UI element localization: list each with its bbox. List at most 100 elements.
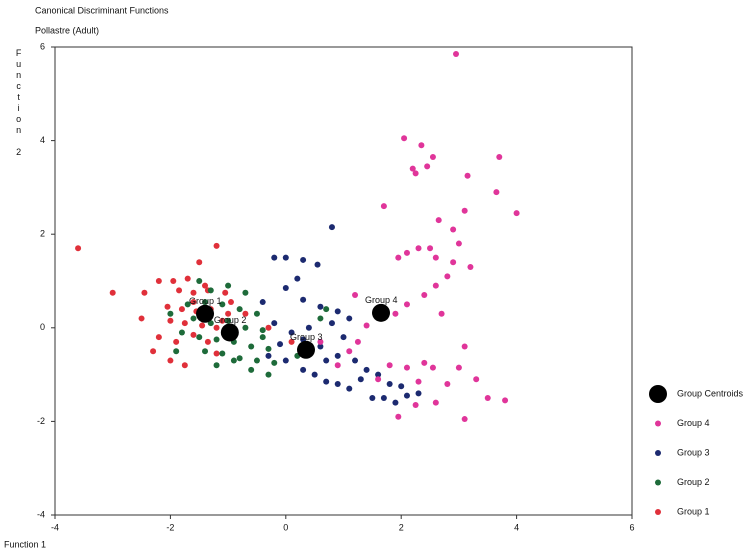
point <box>314 261 321 268</box>
point <box>323 378 330 385</box>
point <box>409 165 416 172</box>
point <box>265 345 272 352</box>
point <box>173 338 180 345</box>
point <box>213 324 220 331</box>
x-tick-label: 4 <box>514 522 519 532</box>
point <box>242 324 249 331</box>
point <box>395 413 402 420</box>
point <box>455 240 462 247</box>
point <box>334 352 341 359</box>
point <box>346 348 353 355</box>
point <box>164 303 171 310</box>
point <box>288 338 295 345</box>
point <box>219 317 226 324</box>
point <box>450 259 457 266</box>
x-tick-label: 0 <box>283 522 288 532</box>
point <box>450 226 457 233</box>
point <box>155 334 162 341</box>
point <box>429 153 436 160</box>
point <box>323 306 330 313</box>
point <box>461 416 468 423</box>
point <box>236 355 243 362</box>
point <box>340 334 347 341</box>
point-label: Group 4 <box>365 295 398 305</box>
point <box>181 320 188 327</box>
point <box>317 343 324 350</box>
point <box>395 254 402 261</box>
point <box>346 385 353 392</box>
point <box>220 323 239 342</box>
point-label: Group 1 <box>189 296 222 306</box>
point <box>328 224 335 231</box>
point <box>386 380 393 387</box>
point <box>296 340 315 359</box>
point <box>141 289 148 296</box>
point <box>380 395 387 401</box>
point <box>167 317 174 324</box>
point <box>375 376 382 383</box>
point <box>288 329 295 336</box>
point <box>317 338 324 345</box>
point <box>429 364 436 371</box>
point <box>412 170 419 177</box>
legend-marker <box>655 509 661 515</box>
point <box>363 366 370 373</box>
legend-label: Group 1 <box>677 506 710 516</box>
point <box>178 329 185 336</box>
point <box>259 334 266 341</box>
point <box>317 315 324 322</box>
point <box>432 254 439 261</box>
point <box>453 51 460 58</box>
point <box>380 203 387 210</box>
point <box>178 306 185 313</box>
point <box>282 357 289 364</box>
point <box>225 317 232 324</box>
y-tick-label: 0 <box>40 322 45 332</box>
point <box>190 331 197 338</box>
point <box>150 348 157 355</box>
point <box>213 336 220 343</box>
chart-subtitle: Pollastre (Adult) <box>35 25 99 35</box>
y-tick-label: 2 <box>40 229 45 239</box>
point <box>346 315 353 322</box>
point <box>334 362 341 369</box>
point <box>230 357 237 364</box>
legend-label: Group 2 <box>677 477 710 487</box>
point <box>473 376 480 383</box>
x-tick-label: 2 <box>399 522 404 532</box>
point <box>317 303 324 310</box>
y-tick-label: -2 <box>37 416 45 426</box>
point <box>271 359 278 366</box>
point <box>213 350 220 357</box>
point <box>225 310 232 317</box>
point <box>418 142 425 149</box>
point <box>248 343 255 350</box>
point <box>432 399 439 406</box>
point <box>294 275 301 282</box>
point <box>138 315 145 322</box>
point <box>493 189 500 196</box>
point <box>265 352 272 359</box>
x-axis-label: Function 1 <box>4 539 46 549</box>
point <box>484 395 491 401</box>
point <box>300 366 307 373</box>
point <box>167 357 174 364</box>
point <box>386 362 393 369</box>
point <box>421 359 428 366</box>
point <box>227 299 234 306</box>
point <box>328 320 335 327</box>
point <box>461 207 468 214</box>
point <box>363 322 370 329</box>
legend-label: Group Centroids <box>677 388 744 398</box>
point <box>196 334 203 341</box>
point <box>219 301 226 308</box>
point <box>176 287 183 294</box>
point <box>190 299 197 306</box>
point <box>461 343 468 350</box>
point <box>202 348 209 355</box>
y-tick-label: 6 <box>40 41 45 51</box>
point <box>167 310 174 317</box>
x-tick-label: -2 <box>166 522 174 532</box>
point <box>199 322 206 329</box>
point <box>455 364 462 371</box>
